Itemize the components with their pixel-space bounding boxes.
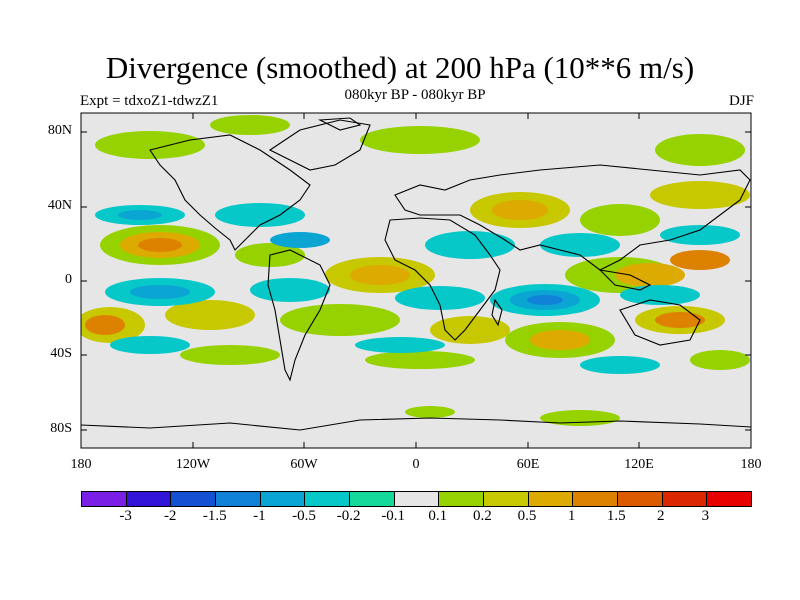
colorbar-label: -0.2 xyxy=(336,508,361,524)
colorbar-label: 1 xyxy=(567,508,576,524)
x-tick-label: 0 xyxy=(412,457,420,472)
y-tick-label: 0 xyxy=(65,272,72,287)
colorbar-swatch xyxy=(573,492,619,506)
colorbar-label: 3 xyxy=(701,508,710,524)
experiment-label: Expt = tdxoZ1-tdwzZ1 xyxy=(80,93,219,109)
colorbar-label: -2 xyxy=(163,508,177,524)
colorbar-swatch xyxy=(394,492,440,506)
colorbar-swatch xyxy=(216,492,261,506)
colorbar-label: -1 xyxy=(253,508,266,524)
coastlines xyxy=(81,117,751,431)
x-tick-label: 120W xyxy=(175,457,211,472)
colorbar-label: -0.5 xyxy=(292,508,316,524)
colorbar-label: 0.5 xyxy=(517,508,537,524)
colorbar-label: 2 xyxy=(657,508,665,524)
x-tick-label: 60E xyxy=(516,457,540,472)
colorbar-swatch xyxy=(305,492,351,506)
x-tick-label: 60W xyxy=(290,457,318,472)
colorbar-label: 0.2 xyxy=(473,508,492,524)
colorbar-swatch xyxy=(126,492,172,506)
y-tick-label: 80S xyxy=(50,421,72,436)
season-label: DJF xyxy=(728,93,754,109)
map-title: Divergence (smoothed) at 200 hPa (10**6 … xyxy=(105,50,695,85)
y-tick-label: 40S xyxy=(50,346,72,361)
colorbar-swatch xyxy=(439,492,485,506)
x-tick-label: 180 xyxy=(70,457,92,472)
colorbar-swatch xyxy=(260,492,306,506)
colorbar-swatch xyxy=(528,492,574,506)
colorbar-swatch xyxy=(618,492,663,506)
colorbar-swatch xyxy=(484,492,529,506)
colorbar-swatch xyxy=(82,492,127,506)
colorbar-label: 1.5 xyxy=(606,508,626,524)
colorbar-swatch xyxy=(707,492,752,506)
period-label: 080kyr BP - 080kyr BP xyxy=(344,87,486,103)
colorbar-label: 0.1 xyxy=(428,508,448,524)
x-tick-label: 120E xyxy=(624,457,654,472)
contour-fields xyxy=(81,115,750,426)
y-tick-label: 80N xyxy=(47,123,72,138)
colorbar-swatch xyxy=(171,492,217,506)
x-tick-label: 180 xyxy=(740,457,762,472)
y-tick-label: 40N xyxy=(47,198,72,213)
colorbar xyxy=(81,491,752,507)
colorbar-label: -0.1 xyxy=(381,508,406,524)
axis-ticks xyxy=(81,113,751,448)
colorbar-swatch xyxy=(350,492,395,506)
colorbar-swatch xyxy=(662,492,708,506)
colorbar-label: -1.5 xyxy=(202,508,227,524)
colorbar-label: -3 xyxy=(119,508,132,524)
